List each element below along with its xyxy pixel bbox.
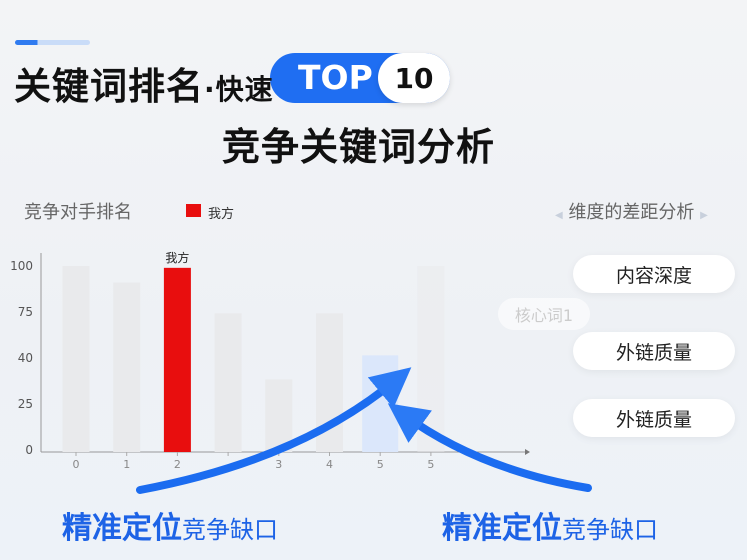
title-main: 关键词排名 [14,65,204,108]
title-dot-text: ·快速 [204,73,274,106]
x-tick-label: 0 [73,458,80,471]
chart-title: 竞争对手排名 [24,202,132,223]
faded-keyword-pill: 核心词1 [498,298,590,330]
x-tick-label: 4 [326,458,333,471]
dimension-pill-backlink-quality-2[interactable]: 外链质量 [573,399,735,437]
caption-bold: 精准定位 [62,511,182,546]
curved-arrow-right-icon [387,403,592,492]
x-tick-label: 5 [427,458,434,471]
bar [265,379,293,452]
bottom-caption-left: 精准定位竞争缺口 [62,503,278,547]
y-tick-label: 40 [18,351,33,365]
caption-normal: 竞争缺口 [562,516,658,544]
legend-label: 我方 [208,207,235,222]
x-tick-label: 5 [377,458,384,471]
caption-bold: 精准定位 [442,511,562,546]
prev-arrow-icon[interactable]: ◀ [555,210,563,221]
y-tick-label: 75 [18,305,33,319]
bottom-caption-right: 精准定位竞争缺口 [442,503,658,547]
next-arrow-icon[interactable]: ▶ [700,210,708,221]
dimension-pill-content-depth[interactable]: 内容深度 [573,255,735,293]
x-tick-label: 3 [275,458,282,471]
curved-arrow-left-icon [136,367,412,494]
bar [62,266,90,452]
x-axis-arrow-icon [525,449,530,455]
caption-normal: 竞争缺口 [182,516,278,544]
y-tick-label: 0 [25,443,33,457]
dimension-pill-backlink-quality[interactable]: 外链质量 [573,332,735,370]
right-panel-title-text: 维度的差距分析 [568,202,695,223]
y-tick-label: 100 [10,259,33,273]
x-tick-label: 1 [123,458,130,471]
y-tick-label: 25 [18,397,33,411]
bar-highlight [163,267,191,452]
bar-data-label: 我方 [165,250,189,265]
subtitle: 竞争关键词分析 [222,125,496,169]
page-title: 关键词排名·快速 [14,56,274,110]
bar [214,313,242,452]
x-tick-label: 2 [174,458,181,471]
legend-swatch [186,204,201,217]
top-label: TOP [298,58,373,97]
top-number: 10 [378,53,450,103]
accent-bar [15,40,90,45]
right-panel-title: ◀ 维度的差距分析 ▶ [555,198,708,224]
bar [113,282,141,452]
